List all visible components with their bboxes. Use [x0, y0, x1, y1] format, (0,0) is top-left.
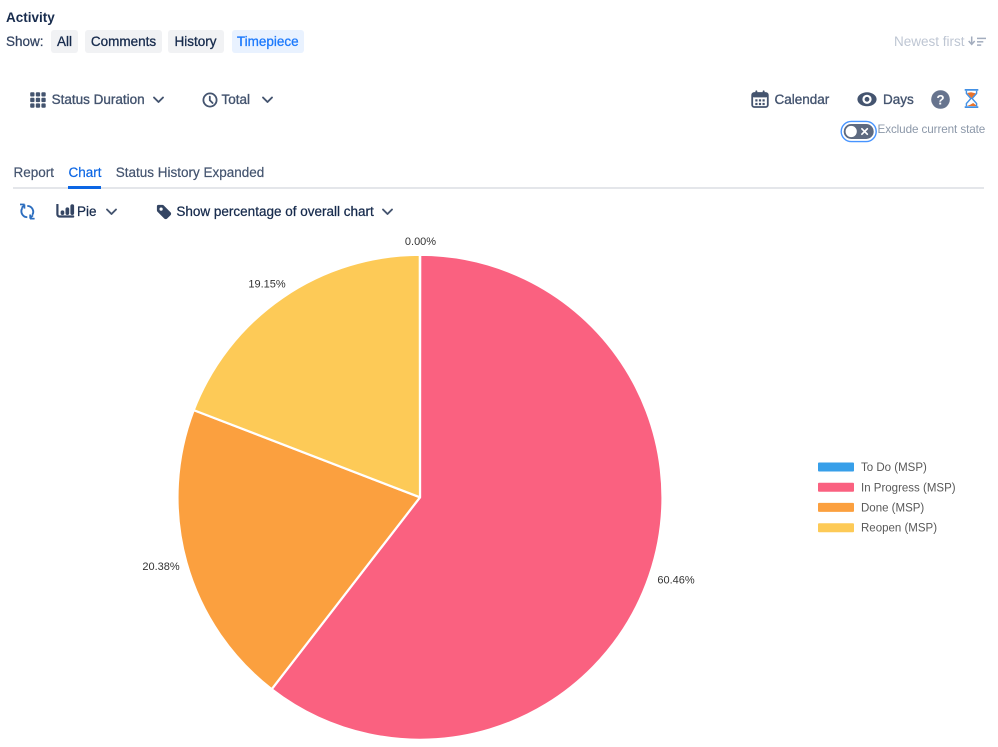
svg-text:19.15%: 19.15%	[248, 279, 286, 291]
svg-text:?: ?	[936, 92, 944, 107]
svg-text:0.00%: 0.00%	[405, 236, 436, 248]
svg-text:In Progress (MSP): In Progress (MSP)	[861, 482, 956, 494]
svg-text:Reopen (MSP): Reopen (MSP)	[861, 523, 937, 535]
svg-text:20.38%: 20.38%	[142, 561, 180, 573]
svg-text:To Do (MSP): To Do (MSP)	[861, 462, 927, 474]
svg-text:60.46%: 60.46%	[657, 575, 695, 587]
svg-text:Done (MSP): Done (MSP)	[861, 502, 924, 514]
